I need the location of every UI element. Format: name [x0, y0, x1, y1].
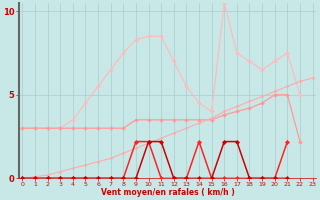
X-axis label: Vent moyen/en rafales ( km/h ): Vent moyen/en rafales ( km/h ) [100, 188, 234, 197]
